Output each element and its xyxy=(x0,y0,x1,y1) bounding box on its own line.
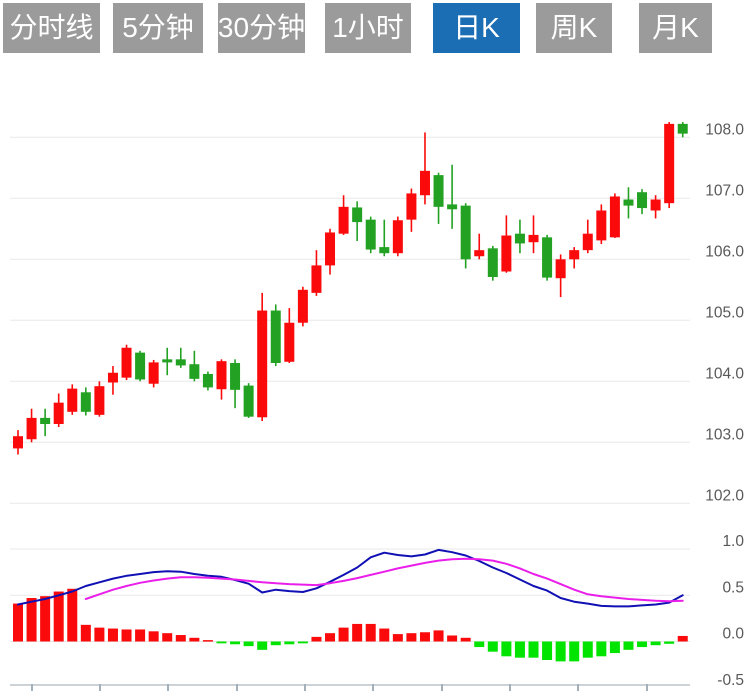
tab-1hour[interactable]: 1小时 xyxy=(325,3,411,53)
tab-monthly-k[interactable]: 月K xyxy=(639,3,712,53)
macd-histogram xyxy=(13,588,688,662)
price-axis-labels: 108.0 107.0 106.0 105.0 104.0 103.0 102.0 xyxy=(705,121,744,504)
dif-line xyxy=(17,548,684,608)
grid-lines xyxy=(10,136,690,642)
indicator-axis-labels: 1.0 0.5 0.0 -0.5 xyxy=(717,533,744,689)
price-tick-label: 104.0 xyxy=(705,365,744,382)
dea-line xyxy=(84,557,684,603)
indicator-tick-label: 1.0 xyxy=(722,533,744,550)
price-tick-label: 107.0 xyxy=(705,182,744,199)
price-tick-label: 106.0 xyxy=(705,243,744,260)
indicator-tick-label: -0.5 xyxy=(717,672,744,689)
price-tick-label: 108.0 xyxy=(705,121,744,138)
price-tick-label: 105.0 xyxy=(705,304,744,321)
tab-30min[interactable]: 30分钟 xyxy=(218,3,305,53)
tab-5min[interactable]: 5分钟 xyxy=(113,3,203,53)
tab-time-line[interactable]: 分时线 xyxy=(3,3,100,53)
indicator-tick-label: 0.5 xyxy=(722,579,744,596)
timeframe-tabbar: 分时线 5分钟 30分钟 1小时 日K 周K 月K xyxy=(0,3,754,53)
indicator-tick-label: 0.0 xyxy=(722,626,744,643)
tab-weekly-k[interactable]: 周K xyxy=(536,3,612,53)
price-tick-label: 102.0 xyxy=(705,487,744,504)
price-tick-label: 103.0 xyxy=(705,426,744,443)
tab-daily-k[interactable]: 日K xyxy=(433,3,520,53)
x-axis xyxy=(10,684,690,691)
candlesticks xyxy=(13,122,688,455)
